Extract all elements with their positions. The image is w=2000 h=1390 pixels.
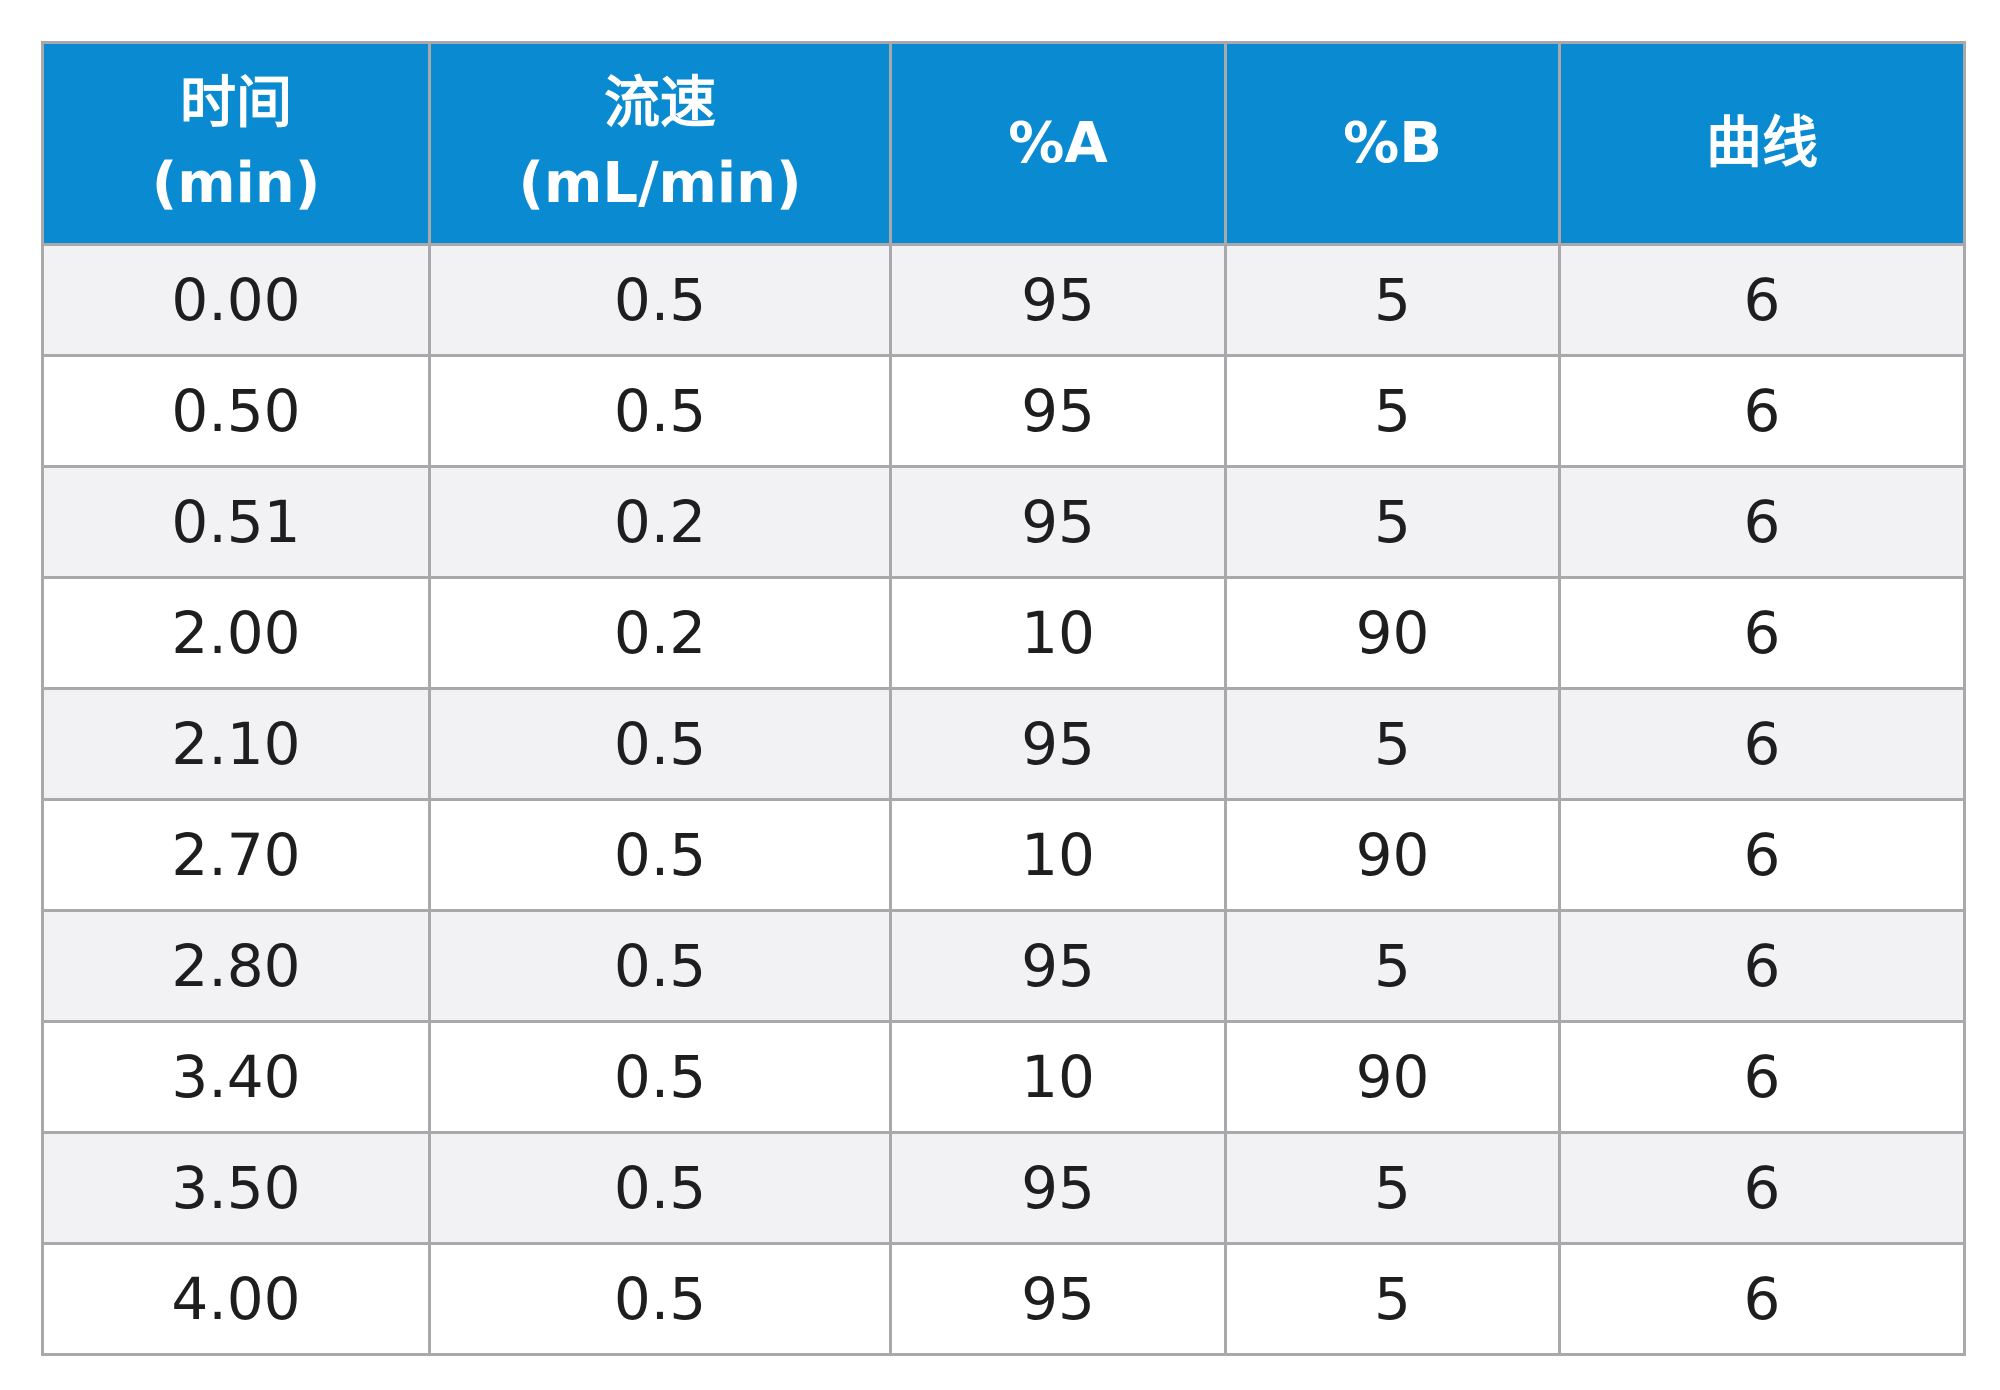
header-percent-a-label: %A <box>892 104 1224 184</box>
cell-percent-a: 95 <box>891 1244 1226 1355</box>
cell-time: 0.00 <box>43 245 430 356</box>
header-percent-b-label: %B <box>1227 104 1558 184</box>
cell-flow-rate: 0.5 <box>430 245 891 356</box>
cell-percent-b: 5 <box>1226 1133 1560 1244</box>
table-row: 0.50 0.5 95 5 6 <box>43 356 1965 467</box>
table-row: 3.40 0.5 10 90 6 <box>43 1022 1965 1133</box>
cell-percent-b: 5 <box>1226 689 1560 800</box>
cell-time: 3.50 <box>43 1133 430 1244</box>
cell-flow-rate: 0.5 <box>430 1244 891 1355</box>
cell-flow-rate: 0.2 <box>430 467 891 578</box>
header-time-label: 时间 <box>44 64 428 144</box>
header-curve-label: 曲线 <box>1561 104 1963 184</box>
header-percent-b: %B <box>1226 43 1560 245</box>
cell-time: 0.50 <box>43 356 430 467</box>
cell-percent-a: 95 <box>891 911 1226 1022</box>
header-curve: 曲线 <box>1560 43 1965 245</box>
cell-curve: 6 <box>1560 800 1965 911</box>
header-flow-rate: 流速 (mL/min) <box>430 43 891 245</box>
header-row: 时间 (min) 流速 (mL/min) %A %B 曲线 <box>43 43 1965 245</box>
cell-curve: 6 <box>1560 1022 1965 1133</box>
table-row: 2.80 0.5 95 5 6 <box>43 911 1965 1022</box>
header-time-unit: (min) <box>44 144 428 224</box>
cell-flow-rate: 0.5 <box>430 356 891 467</box>
cell-time: 2.00 <box>43 578 430 689</box>
cell-percent-a: 95 <box>891 245 1226 356</box>
cell-percent-b: 90 <box>1226 578 1560 689</box>
table-row: 2.70 0.5 10 90 6 <box>43 800 1965 911</box>
cell-percent-b: 5 <box>1226 356 1560 467</box>
cell-time: 4.00 <box>43 1244 430 1355</box>
header-time: 时间 (min) <box>43 43 430 245</box>
cell-curve: 6 <box>1560 911 1965 1022</box>
cell-time: 0.51 <box>43 467 430 578</box>
cell-flow-rate: 0.5 <box>430 689 891 800</box>
cell-flow-rate: 0.5 <box>430 800 891 911</box>
header-flow-rate-label: 流速 <box>431 64 889 144</box>
cell-flow-rate: 0.5 <box>430 1133 891 1244</box>
cell-percent-a: 95 <box>891 467 1226 578</box>
cell-percent-a: 95 <box>891 356 1226 467</box>
cell-percent-b: 90 <box>1226 800 1560 911</box>
cell-curve: 6 <box>1560 467 1965 578</box>
cell-curve: 6 <box>1560 245 1965 356</box>
cell-curve: 6 <box>1560 1133 1965 1244</box>
gradient-table: 时间 (min) 流速 (mL/min) %A %B 曲线 0.00 0.5 9… <box>41 41 1966 1356</box>
table-header: 时间 (min) 流速 (mL/min) %A %B 曲线 <box>43 43 1965 245</box>
cell-curve: 6 <box>1560 1244 1965 1355</box>
header-flow-rate-unit: (mL/min) <box>431 144 889 224</box>
cell-percent-a: 10 <box>891 578 1226 689</box>
table-row: 2.00 0.2 10 90 6 <box>43 578 1965 689</box>
cell-flow-rate: 0.2 <box>430 578 891 689</box>
header-percent-a: %A <box>891 43 1226 245</box>
cell-curve: 6 <box>1560 689 1965 800</box>
table-row: 4.00 0.5 95 5 6 <box>43 1244 1965 1355</box>
cell-time: 3.40 <box>43 1022 430 1133</box>
cell-percent-b: 5 <box>1226 245 1560 356</box>
cell-percent-b: 5 <box>1226 1244 1560 1355</box>
cell-time: 2.70 <box>43 800 430 911</box>
table-row: 0.51 0.2 95 5 6 <box>43 467 1965 578</box>
cell-percent-a: 10 <box>891 800 1226 911</box>
cell-percent-b: 5 <box>1226 911 1560 1022</box>
cell-percent-a: 95 <box>891 689 1226 800</box>
cell-flow-rate: 0.5 <box>430 1022 891 1133</box>
table-row: 2.10 0.5 95 5 6 <box>43 689 1965 800</box>
table-row: 3.50 0.5 95 5 6 <box>43 1133 1965 1244</box>
cell-time: 2.10 <box>43 689 430 800</box>
cell-curve: 6 <box>1560 578 1965 689</box>
cell-percent-a: 95 <box>891 1133 1226 1244</box>
table-row: 0.00 0.5 95 5 6 <box>43 245 1965 356</box>
cell-percent-b: 5 <box>1226 467 1560 578</box>
cell-percent-b: 90 <box>1226 1022 1560 1133</box>
cell-flow-rate: 0.5 <box>430 911 891 1022</box>
table-body: 0.00 0.5 95 5 6 0.50 0.5 95 5 6 0.51 0.2… <box>43 245 1965 1355</box>
cell-time: 2.80 <box>43 911 430 1022</box>
cell-percent-a: 10 <box>891 1022 1226 1133</box>
cell-curve: 6 <box>1560 356 1965 467</box>
